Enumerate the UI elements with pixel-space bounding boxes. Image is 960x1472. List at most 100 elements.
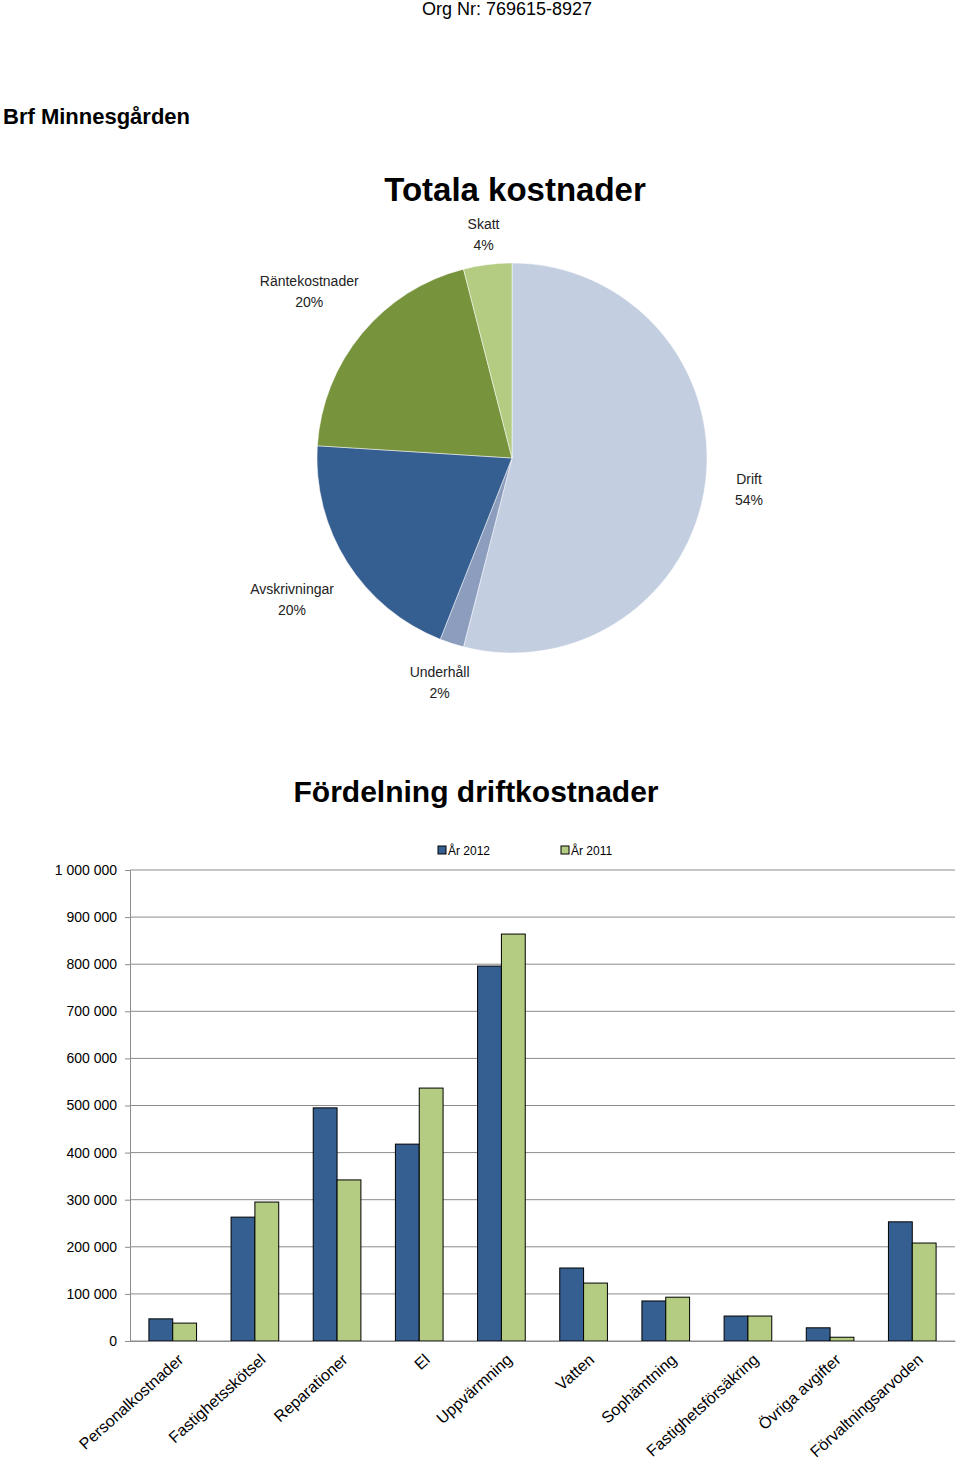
bar (666, 1297, 690, 1341)
grid-line (130, 964, 955, 965)
pie-label: Drift 54% (735, 471, 763, 508)
grid-line (130, 1199, 955, 1200)
bars (149, 934, 936, 1341)
legend: År 2012 År 2011 (438, 843, 612, 858)
grid-line (130, 870, 955, 871)
bar (560, 1268, 584, 1341)
x-axis-line (131, 1341, 956, 1342)
grid-line (130, 1105, 955, 1106)
x-tick-label: Vatten (552, 1351, 597, 1394)
page: Org Nr: 769615-8927 Brf Minnesgården Total… (0, 0, 960, 1472)
grid-line (130, 1152, 955, 1153)
bar (584, 1283, 608, 1341)
y-tick: 200 000 (66, 1239, 130, 1255)
bar (395, 1144, 419, 1341)
legend-label: År 2012 (448, 843, 490, 858)
pie-label-name: Räntekostnader (260, 273, 359, 289)
y-tick: 700 000 (66, 1003, 130, 1019)
bar (748, 1316, 772, 1341)
grid-line (130, 1011, 955, 1012)
y-tick-label: 600 000 (66, 1050, 117, 1066)
y-tick-mark (125, 1341, 130, 1342)
bar (419, 1088, 443, 1341)
pie-label-value: 20% (295, 294, 323, 310)
bar (337, 1180, 361, 1341)
x-tick-label: Övriga avgifter (755, 1350, 844, 1433)
x-tick: Uppvärmning (433, 1341, 515, 1427)
y-tick: 900 000 (66, 909, 130, 925)
chart-title: Fördelning driftkostnader (293, 775, 658, 808)
pie-label: Räntekostnader 20% (260, 273, 359, 310)
x-tick: Fastighetsskötsel (165, 1341, 268, 1446)
bar (830, 1337, 854, 1341)
y-tick-mark (125, 1011, 130, 1012)
y-tick-mark (125, 1153, 130, 1154)
chart-title: Totala kostnader (384, 171, 646, 208)
bar (888, 1222, 912, 1341)
y-tick: 500 000 (66, 1097, 130, 1113)
pie-slice (317, 446, 512, 640)
pie-label: Avskrivningar 20% (250, 581, 334, 618)
y-tick: 400 000 (66, 1145, 130, 1161)
y-tick: 800 000 (66, 956, 130, 972)
pie-label-value: 20% (278, 602, 306, 618)
pie-label: Underhåll2% (410, 664, 470, 701)
pie-slice (464, 263, 512, 458)
x-tick-label: Sophämtning (598, 1351, 679, 1427)
y-tick: 100 000 (66, 1286, 130, 1302)
pie-label-name: Drift (736, 471, 762, 487)
bar (501, 934, 525, 1341)
y-tick-label: 900 000 (66, 909, 117, 925)
pie-label-value: 4% (473, 237, 493, 253)
bar (806, 1328, 830, 1341)
grid-line (130, 1058, 955, 1059)
legend-label: År 2011 (571, 843, 612, 858)
y-axis: 0 100 000 200 000 300 000 400 000 500 000 600 … (55, 862, 131, 1349)
y-tick-label: 100 000 (66, 1286, 117, 1302)
bar (642, 1301, 666, 1341)
y-axis-line (125, 871, 131, 1342)
bar (149, 1319, 173, 1341)
x-tick-label: Fastighetsförsäkring (643, 1351, 761, 1460)
x-tick-label: Fastighetsskötsel (165, 1351, 268, 1446)
org-nr: Org Nr: 769615-8927 (422, 0, 592, 19)
y-tick-mark (125, 917, 130, 918)
y-tick-label: 800 000 (66, 956, 117, 972)
y-tick: 600 000 (66, 1050, 130, 1066)
x-tick: Sophämtning (598, 1341, 679, 1426)
x-tick-label: Reparationer (271, 1350, 352, 1425)
bar (313, 1108, 337, 1341)
x-tick: El (411, 1341, 433, 1373)
legend-swatch (438, 846, 446, 854)
pie-label-name: Avskrivningar (250, 581, 334, 597)
pie-label-name: Skatt (468, 216, 500, 232)
y-tick-mark (125, 1200, 130, 1201)
bar (173, 1323, 197, 1341)
association-name: Brf Minnesgården (3, 104, 190, 129)
bar (724, 1316, 748, 1341)
pie-label-value: 54% (735, 492, 763, 508)
x-tick: Reparationer (271, 1341, 352, 1425)
x-tick: Förvaltningsarvoden (807, 1341, 926, 1460)
pie-label-value: 2% (429, 685, 449, 701)
y-tick-mark (125, 1106, 130, 1107)
bar (478, 966, 502, 1341)
pie-labels: Drift54%Underhåll2%Avskrivningar20%Ränte… (250, 216, 763, 701)
bar (912, 1243, 936, 1341)
x-tick: Vatten (552, 1341, 597, 1394)
y-tick-label: 0 (109, 1333, 117, 1349)
y-tick-label: 400 000 (66, 1145, 117, 1161)
y-tick-label: 300 000 (66, 1192, 117, 1208)
y-tick: 1 000 000 (55, 862, 130, 878)
y-tick-mark (125, 870, 130, 871)
pie-label: Skatt 4% (468, 216, 500, 253)
y-tick-label: 200 000 (66, 1239, 117, 1255)
x-tick: Fastighetsförsäkring (643, 1341, 761, 1460)
y-tick-mark (125, 1294, 130, 1295)
y-tick-mark (125, 964, 130, 965)
y-tick-label: 500 000 (66, 1097, 117, 1113)
y-tick-mark (125, 1247, 130, 1248)
y-tick: 300 000 (66, 1192, 130, 1208)
grid-line (130, 917, 955, 918)
y-tick-label: 700 000 (66, 1003, 117, 1019)
